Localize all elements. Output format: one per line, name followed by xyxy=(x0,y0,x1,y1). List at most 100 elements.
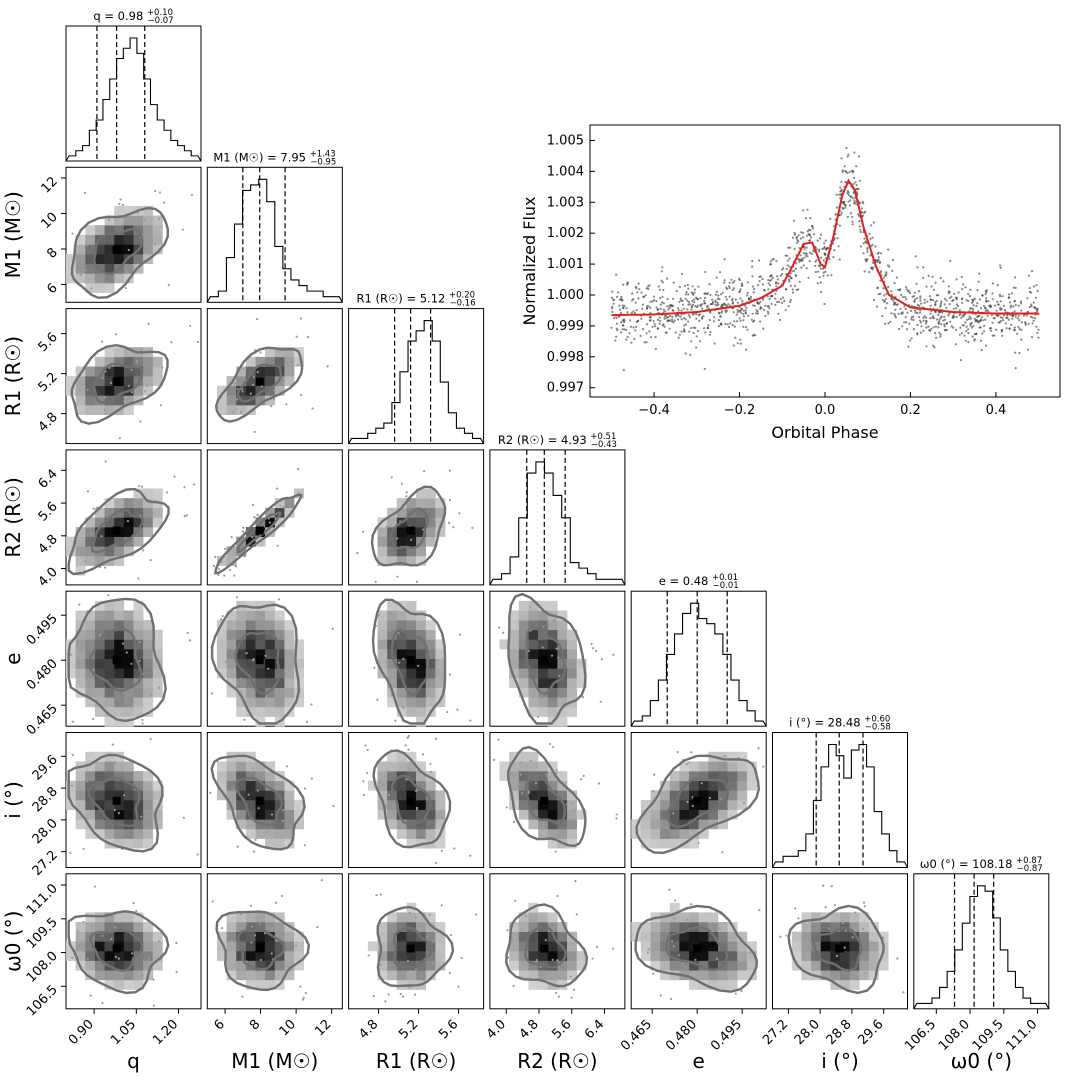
sample-point xyxy=(565,803,568,806)
density-cell xyxy=(416,941,427,952)
sample-point xyxy=(332,804,335,808)
density-cell xyxy=(396,780,407,791)
density-cell xyxy=(274,960,285,971)
density-cell xyxy=(538,771,549,782)
density-cell xyxy=(104,639,115,650)
density-cell xyxy=(152,234,163,245)
sample-point xyxy=(301,998,305,1001)
density-cell xyxy=(698,819,709,830)
sample-point xyxy=(196,853,199,856)
density-cell xyxy=(216,668,227,679)
density-cell xyxy=(518,639,529,650)
density-cell xyxy=(274,687,285,698)
density-cell xyxy=(294,658,305,669)
density-cell xyxy=(104,922,115,932)
density-cell xyxy=(528,697,539,708)
density-cell xyxy=(152,668,163,679)
flux-point xyxy=(668,304,671,307)
density-cell xyxy=(640,809,651,820)
flux-point xyxy=(824,270,827,273)
density-cell xyxy=(133,234,144,245)
flux-point xyxy=(806,230,809,233)
flux-point xyxy=(955,278,958,281)
flux-point xyxy=(688,330,691,333)
density-cell xyxy=(284,697,295,708)
flux-point xyxy=(662,302,665,305)
density-cell xyxy=(689,800,699,810)
histogram-panel-w0 xyxy=(913,873,1050,1010)
density-cell xyxy=(737,761,748,772)
flux-point xyxy=(1011,317,1014,320)
density-cell xyxy=(245,668,256,679)
scatter-panel-q-R2 xyxy=(65,449,202,586)
sample-point xyxy=(524,914,527,917)
flux-point xyxy=(934,281,937,284)
density-cell xyxy=(133,819,144,830)
density-cell xyxy=(66,273,76,284)
flux-point xyxy=(949,259,952,262)
density-cell xyxy=(143,385,154,396)
density-cell xyxy=(640,800,651,810)
density-cell xyxy=(114,517,125,528)
flux-point xyxy=(618,304,621,307)
density-cell xyxy=(85,751,96,762)
density-cell xyxy=(236,922,247,932)
density-cell xyxy=(143,639,154,650)
density-cell xyxy=(152,244,163,255)
flux-point xyxy=(883,294,886,297)
flux-point xyxy=(754,312,758,315)
flux-point xyxy=(879,279,882,282)
sample-point xyxy=(282,506,285,509)
flux-point xyxy=(968,295,972,298)
density-cell xyxy=(85,234,96,245)
flux-point xyxy=(711,298,714,301)
density-cell xyxy=(811,960,822,971)
density-cell xyxy=(265,950,276,961)
sample-point xyxy=(71,720,75,723)
density-cell xyxy=(255,931,266,942)
density-cell xyxy=(396,536,407,547)
density-cell xyxy=(547,800,558,810)
density-cell xyxy=(255,809,266,820)
flux-point xyxy=(1016,332,1019,335)
flux-point xyxy=(934,303,937,307)
sample-point xyxy=(670,997,673,1001)
flux-point xyxy=(928,295,932,298)
sample-point xyxy=(446,710,449,714)
flux-point xyxy=(785,267,788,271)
density-cell xyxy=(387,600,398,611)
flux-point xyxy=(771,295,774,298)
density-cell xyxy=(94,960,105,971)
sample-point xyxy=(131,542,135,545)
sample-point xyxy=(448,971,451,975)
flux-point xyxy=(615,295,619,298)
density-cell xyxy=(679,950,690,961)
sample-point xyxy=(408,911,411,914)
flux-point xyxy=(989,327,993,330)
density-cell xyxy=(123,234,134,245)
flux-point xyxy=(703,299,706,302)
sample-point xyxy=(405,778,408,781)
sample-point xyxy=(572,988,576,991)
flux-point xyxy=(811,225,814,228)
flux-point xyxy=(615,273,618,276)
flux-point xyxy=(788,280,791,283)
sample-point xyxy=(276,934,279,937)
density-cell xyxy=(737,751,748,762)
sample-point xyxy=(141,722,144,725)
density-cell xyxy=(509,780,520,791)
flux-point xyxy=(798,260,801,263)
density-cell xyxy=(123,649,134,659)
density-cell xyxy=(801,912,812,923)
density-cell xyxy=(284,970,295,981)
density-cell xyxy=(557,610,568,621)
contour-inner xyxy=(93,362,144,404)
flux-point xyxy=(869,237,872,240)
sample-point xyxy=(306,335,310,339)
flux-point xyxy=(796,238,799,241)
sample-point xyxy=(113,809,116,812)
density-cell xyxy=(518,970,529,981)
density-cell xyxy=(528,706,539,717)
flux-point xyxy=(987,300,990,303)
density-cell xyxy=(226,620,237,631)
